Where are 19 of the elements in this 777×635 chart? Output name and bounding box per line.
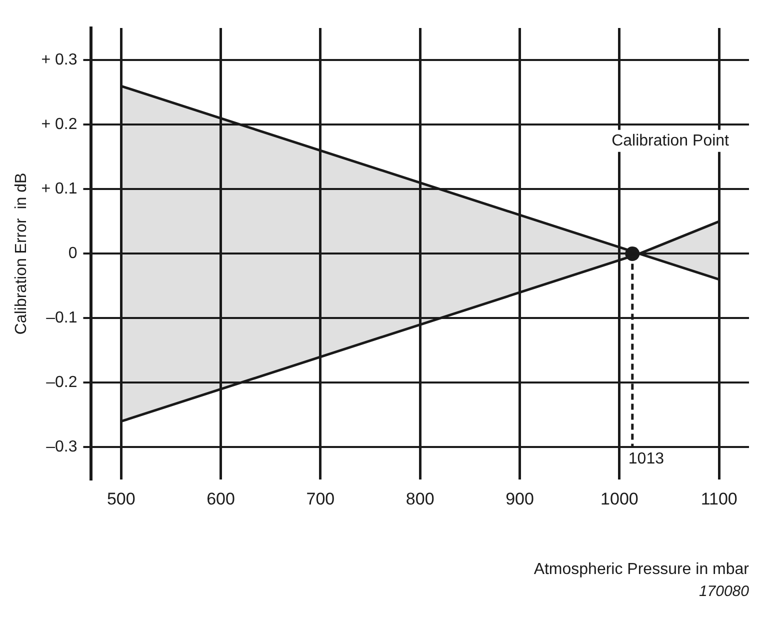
y-tick-label: –0.3 bbox=[46, 438, 78, 456]
y-tick-label: + 0.2 bbox=[41, 116, 78, 134]
x-tick-label: 800 bbox=[406, 489, 434, 508]
y-tick-label: –0.1 bbox=[46, 310, 78, 327]
annotation: 1013 bbox=[628, 450, 664, 468]
y-tick-label: + 0.1 bbox=[41, 180, 78, 198]
y-tick-label: 0 bbox=[68, 245, 78, 262]
text: 170080 bbox=[698, 583, 750, 600]
x-tick-label: 700 bbox=[306, 489, 335, 508]
x-tick-label: 1000 bbox=[600, 489, 638, 508]
x-tick-label: 900 bbox=[506, 489, 534, 508]
y-tick-label: –0.2 bbox=[46, 374, 78, 392]
y-tick-label: + 0.3 bbox=[41, 52, 78, 69]
x-tick-label: 1100 bbox=[700, 489, 738, 508]
x-tick-label: 600 bbox=[206, 489, 235, 508]
x-tick-label: 500 bbox=[106, 489, 136, 508]
annotation: Calibration Point bbox=[612, 132, 730, 150]
y-axis-title: Calibration Error in dB bbox=[13, 172, 30, 335]
x-axis-title: Atmospheric Pressure in mbar bbox=[534, 560, 750, 578]
